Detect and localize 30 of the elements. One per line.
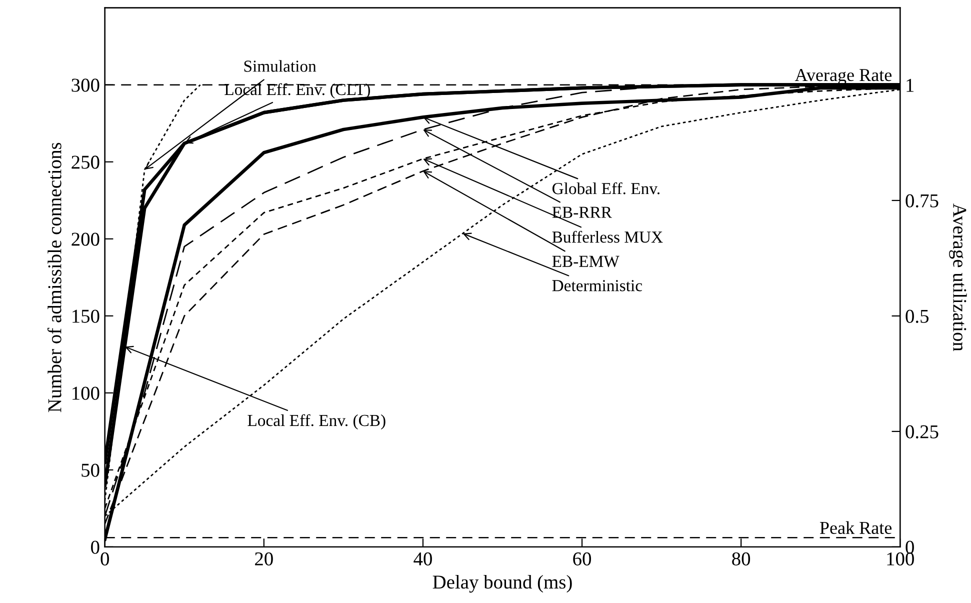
y2-tick-label: 1	[906, 78, 914, 92]
annotation: EB-RRR	[552, 206, 612, 218]
y2-tick-label: 0.75	[906, 194, 938, 208]
x-axis-title: Delay bound (ms)	[432, 574, 572, 593]
annotation: Simulation	[244, 60, 316, 72]
y-tick-label: 100	[72, 386, 100, 400]
y-tick-label: 0	[91, 540, 100, 554]
ref-line-label: Average Rate	[794, 69, 892, 85]
y-axis-title: Number of admissible connections	[47, 142, 62, 412]
y-tick-label: 200	[72, 232, 100, 246]
y2-tick-label: 0.5	[906, 310, 929, 323]
x-tick-label: 20	[255, 552, 273, 566]
x-tick-label: 60	[573, 552, 591, 566]
y-tick-label: 150	[72, 310, 100, 323]
annotation: Local Eff. Env. (CB)	[248, 414, 386, 430]
x-tick-label: 100	[887, 552, 914, 566]
y-tick-label: 250	[72, 156, 100, 169]
x-tick-label: 0	[100, 552, 109, 566]
ref-line-label: Peak Rate	[820, 521, 892, 534]
y-tick-label: 300	[72, 78, 100, 92]
y2-axis-title: Average utilization	[949, 204, 967, 352]
y-tick-label: 50	[82, 464, 100, 477]
y2-tick-label: 0.25	[906, 425, 938, 438]
annotation: Bufferless MUX	[552, 230, 663, 243]
annotation: Deterministic	[552, 280, 642, 292]
x-tick-label: 80	[732, 552, 750, 566]
annotation: Global Eff. Env.	[552, 182, 660, 194]
y2-tick-label: 0	[906, 540, 914, 554]
annotation: EB-EMW	[552, 256, 620, 268]
x-tick-label: 40	[414, 552, 432, 566]
